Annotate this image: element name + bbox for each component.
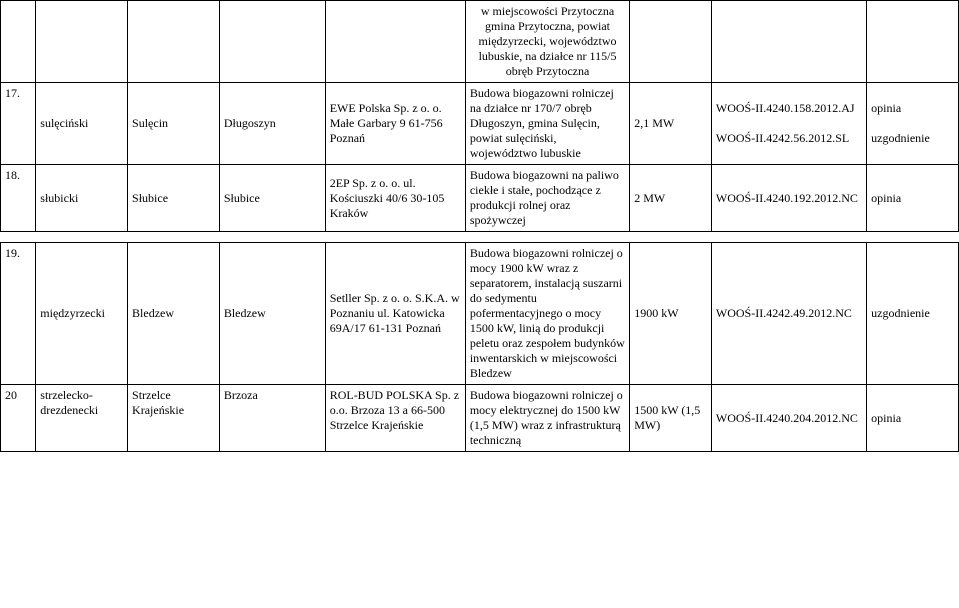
cell: Brzoza — [219, 385, 325, 452]
cell — [325, 1, 465, 83]
cell-num — [1, 1, 36, 83]
cell: opinia — [867, 165, 959, 232]
cell: Sulęcin — [128, 83, 220, 165]
cell — [630, 1, 712, 83]
cell-num: 18. — [1, 165, 36, 232]
table-row: 19. międzyrzecki Bledzew Bledzew Setller… — [1, 243, 959, 385]
cell: Słubice — [128, 165, 220, 232]
table-row: 17. sulęciński Sulęcin Długoszyn EWE Pol… — [1, 83, 959, 165]
cell: Długoszyn — [219, 83, 325, 165]
cell — [219, 1, 325, 83]
cell: 1500 kW (1,5 MW) — [630, 385, 712, 452]
cell: WOOŚ-II.4240.192.2012.NC — [711, 165, 866, 232]
cell-num: 20 — [1, 385, 36, 452]
cell: Budowa biogazowni rolniczej o mocy elekt… — [465, 385, 629, 452]
cell: 2 MW — [630, 165, 712, 232]
cell: Budowa biogazowni rolniczej o mocy 1900 … — [465, 243, 629, 385]
cell: uzgodnienie — [867, 243, 959, 385]
cell: ROL-BUD POLSKA Sp. z o.o. Brzoza 13 a 66… — [325, 385, 465, 452]
cell: EWE Polska Sp. z o. o. Małe Garbary 9 61… — [325, 83, 465, 165]
cell: Budowa biogazowni rolniczej na działce n… — [465, 83, 629, 165]
cell: Budowa biogazowni na paliwo ciekłe i sta… — [465, 165, 629, 232]
cell: słubicki — [36, 165, 128, 232]
data-table: w miejscowości Przytoczna gmina Przytocz… — [0, 0, 959, 452]
cell — [36, 1, 128, 83]
cell: 2,1 MW — [630, 83, 712, 165]
cell: międzyrzecki — [36, 243, 128, 385]
cell: 2EP Sp. z o. o. ul. Kościuszki 40/6 30-1… — [325, 165, 465, 232]
cell: strzelecko-drezdenecki — [36, 385, 128, 452]
cell: Setller Sp. z o. o. S.K.A. w Poznaniu ul… — [325, 243, 465, 385]
cell-num: 17. — [1, 83, 36, 165]
cell: sulęciński — [36, 83, 128, 165]
cell: Bledzew — [128, 243, 220, 385]
cell: 1900 kW — [630, 243, 712, 385]
cell: Strzelce Krajeńskie — [128, 385, 220, 452]
cell-num: 19. — [1, 243, 36, 385]
cell: opinia — [867, 385, 959, 452]
cell — [711, 1, 866, 83]
cell: w miejscowości Przytoczna gmina Przytocz… — [465, 1, 629, 83]
cell: WOOŚ-II.4240.204.2012.NC — [711, 385, 866, 452]
cell — [128, 1, 220, 83]
cell: Słubice — [219, 165, 325, 232]
cell: Bledzew — [219, 243, 325, 385]
cell: WOOŚ-II.4242.49.2012.NC — [711, 243, 866, 385]
table-row: 20 strzelecko-drezdenecki Strzelce Kraje… — [1, 385, 959, 452]
cell: WOOŚ-II.4240.158.2012.AJ WOOŚ-II.4242.56… — [711, 83, 866, 165]
table-row: 18. słubicki Słubice Słubice 2EP Sp. z o… — [1, 165, 959, 232]
cell — [867, 1, 959, 83]
cell: opinia uzgodnienie — [867, 83, 959, 165]
table-row: w miejscowości Przytoczna gmina Przytocz… — [1, 1, 959, 83]
